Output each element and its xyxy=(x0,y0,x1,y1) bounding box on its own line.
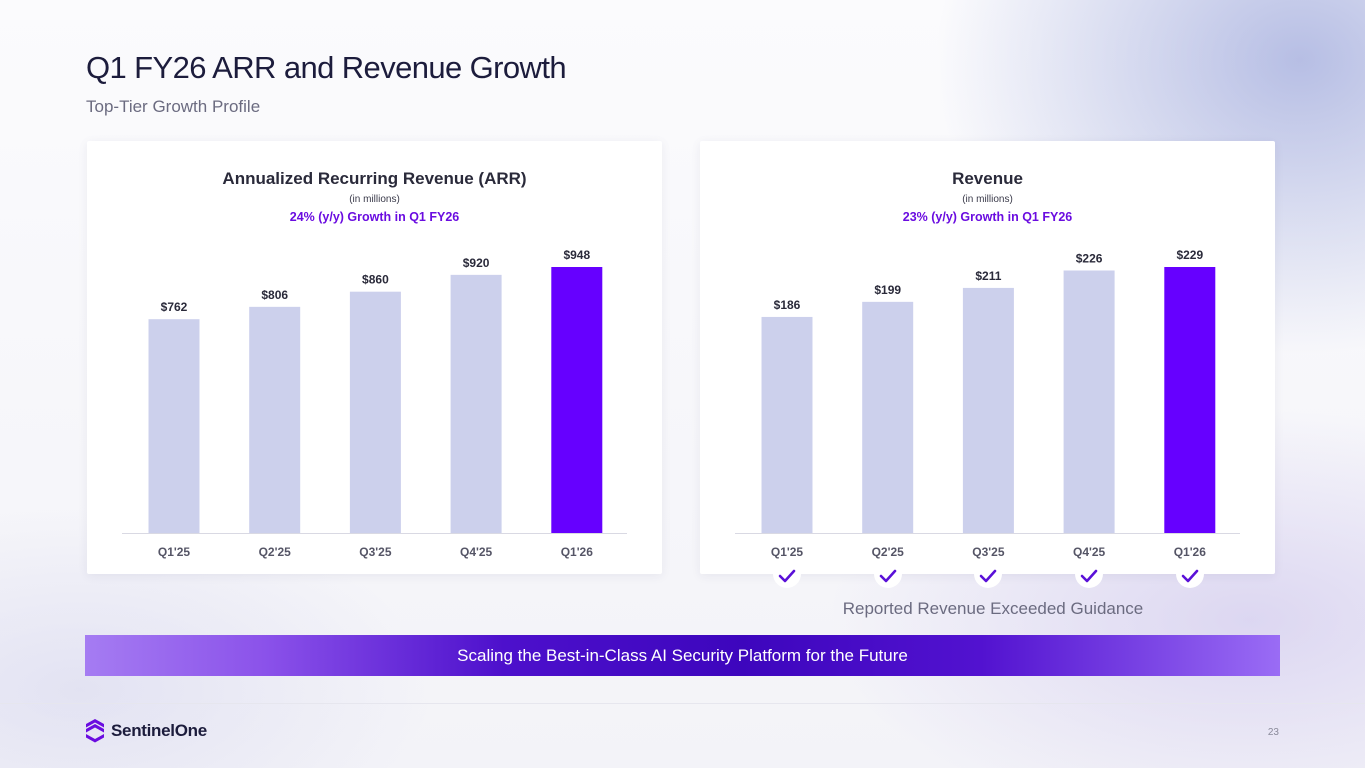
checkmark-icon xyxy=(980,569,997,583)
chart-1-value-label-4: $229 xyxy=(1176,248,1203,262)
sentinelone-mark-icon xyxy=(86,719,104,743)
tagline-banner: Scaling the Best-in-Class AI Security Pl… xyxy=(85,635,1280,676)
arr-chart-card: Annualized Recurring Revenue (ARR) (in m… xyxy=(87,141,662,574)
arr-chart-growth-note: 24% (y/y) Growth in Q1 FY26 xyxy=(289,210,460,224)
chart-1-value-label-3: $226 xyxy=(1076,251,1103,265)
arr-bar-chart: $762 Q1'25 $806 Q2'25 $860 Q3'25 $920 Q4'25 $948… xyxy=(122,248,627,559)
chart-1-bar-3 xyxy=(1063,270,1115,533)
chart-0-tick-label-3: Q4'25 xyxy=(460,545,493,559)
chart-0-tick-label-0: Q1'25 xyxy=(158,545,191,559)
chart-1-bar-0 xyxy=(761,316,813,533)
chart-0-bar-2 xyxy=(349,291,401,533)
chart-0-tick-label-2: Q3'25 xyxy=(359,545,392,559)
revenue-chart-unit-note: (in millions) xyxy=(962,194,1013,205)
checkmark-icon xyxy=(1181,569,1199,583)
chart-1-bar-1 xyxy=(862,301,914,533)
chart-1-value-label-2: $211 xyxy=(975,269,1001,283)
chart-0-tick-label-4: Q1'26 xyxy=(561,545,594,559)
chart-1-tick-label-1: Q2'25 xyxy=(872,545,905,559)
page-title: Q1 FY26 ARR and Revenue Growth xyxy=(86,50,567,85)
guidance-check-3 xyxy=(1075,566,1104,588)
arr-chart-title: Annualized Recurring Revenue (ARR) xyxy=(222,169,527,188)
chart-0-value-label-2: $860 xyxy=(362,273,389,287)
chart-1-tick-label-2: Q3'25 xyxy=(972,545,1005,559)
arr-chart-unit-note: (in millions) xyxy=(349,194,400,205)
chart-1-bar-2 xyxy=(962,287,1014,533)
chart-1-tick-label-4: Q1'26 xyxy=(1174,545,1207,559)
checkmark-icon xyxy=(879,569,896,583)
revenue-chart-card: Revenue (in millions) 23% (y/y) Growth i… xyxy=(700,141,1275,574)
chart-0-value-label-3: $920 xyxy=(463,256,490,270)
chart-1-value-label-1: $199 xyxy=(874,283,901,297)
guidance-check-4 xyxy=(1175,566,1204,588)
brand-name: SentinelOne xyxy=(111,721,207,740)
guidance-check-2 xyxy=(974,566,1003,588)
chart-1-value-label-0: $186 xyxy=(774,298,801,312)
chart-1-bar-4 xyxy=(1164,267,1216,533)
brand-logo: SentinelOne xyxy=(85,718,207,744)
checkmark-icon xyxy=(778,569,796,583)
guidance-label: Reported Revenue Exceeded Guidance xyxy=(842,599,1144,618)
guidance-check-1 xyxy=(873,566,902,588)
chart-0-value-label-4: $948 xyxy=(563,248,590,262)
checkmark-icon xyxy=(1080,569,1098,583)
page-subtitle: Top-Tier Growth Profile xyxy=(86,97,261,116)
page-number: 23 xyxy=(1267,727,1279,738)
chart-1-tick-label-3: Q4'25 xyxy=(1073,545,1106,559)
footer-divider xyxy=(0,703,1365,704)
chart-0-bar-1 xyxy=(249,306,301,533)
revenue-bar-chart: $186 Q1'25 $199 Q2'25 $211 Q3'25 $226 Q4'25 $229… xyxy=(735,248,1240,559)
chart-0-bar-0 xyxy=(148,319,200,533)
chart-0-bar-3 xyxy=(450,274,502,533)
chart-1-tick-label-0: Q1'25 xyxy=(771,545,804,559)
revenue-chart-growth-note: 23% (y/y) Growth in Q1 FY26 xyxy=(902,210,1073,224)
chart-0-value-label-1: $806 xyxy=(261,288,288,302)
chart-0-tick-label-1: Q2'25 xyxy=(259,545,292,559)
chart-0-value-label-0: $762 xyxy=(161,300,188,314)
chart-0-bar-4 xyxy=(551,267,603,533)
revenue-chart-title: Revenue xyxy=(952,169,1023,188)
guidance-check-0 xyxy=(773,566,801,588)
